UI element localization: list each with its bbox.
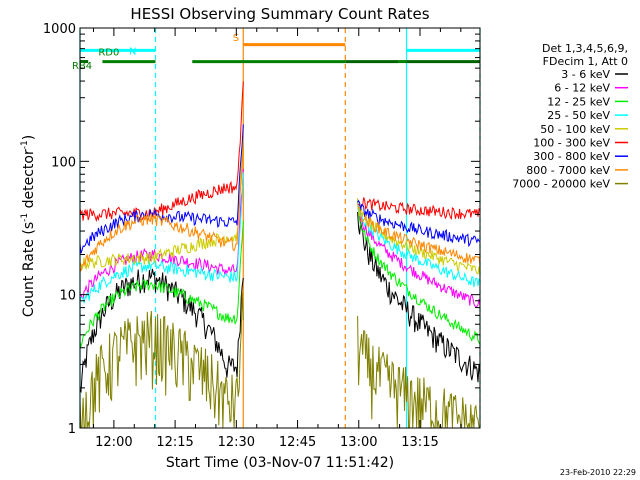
event-markers (79, 28, 481, 428)
series-lines (79, 81, 481, 429)
series-line (357, 211, 481, 383)
flag-label-rb4: RB4 (72, 61, 92, 72)
legend-label: 12 - 25 keV (547, 95, 610, 108)
y-axis-label: Count Rate (s-1 detector-1) (20, 135, 37, 317)
legend-label: 100 - 300 keV (533, 137, 610, 150)
chart-title: HESSI Observing Summary Count Rates (130, 5, 429, 23)
y-tick-label: 100 (51, 155, 76, 170)
x-tick-label: 12:45 (279, 435, 316, 450)
legend-label: 800 - 7000 keV (526, 164, 610, 177)
plot-frame (79, 27, 481, 429)
x-tick-label: 13:15 (401, 435, 438, 450)
x-tick-label: 12:00 (95, 435, 132, 450)
series-line (79, 138, 244, 271)
legend-header: Det 1,3,4,5,6,9, (542, 42, 628, 55)
x-tick-label: 12:15 (156, 435, 193, 450)
series-line (357, 197, 481, 220)
legend-label: 300 - 800 keV (533, 150, 610, 163)
series-line (357, 199, 481, 308)
series-line (79, 81, 244, 223)
legend-label: 6 - 12 keV (554, 82, 610, 95)
series-line (79, 220, 244, 348)
y-tick-label: 1000 (43, 22, 76, 37)
legend-header: FDecim 1, Att 0 (543, 55, 628, 68)
legend-label: 3 - 6 keV (561, 68, 610, 81)
flag-label-rd0: RD0 (98, 48, 119, 59)
y-tick-label: 1 (68, 422, 76, 437)
legend: Det 1,3,4,5,6,9,FDecim 1, Att 03 - 6 keV… (512, 42, 628, 191)
series-line (79, 291, 244, 429)
legend-label: 25 - 50 keV (547, 109, 610, 122)
legend-label: 50 - 100 keV (540, 123, 610, 136)
series-line (79, 172, 244, 304)
series-line (357, 200, 481, 288)
y-tick-label: 10 (59, 289, 76, 304)
flag-bars: N RD0 RB4 S (72, 33, 480, 72)
series-line (79, 124, 244, 254)
x-axis-label: Start Time (03-Nov-07 11:51:42) (166, 455, 394, 471)
flag-label-s: S (233, 33, 239, 44)
series-line (79, 147, 244, 272)
series-line (357, 206, 481, 267)
series-line (79, 268, 244, 394)
series-line (357, 200, 481, 345)
series-line (79, 168, 244, 300)
x-tick-label: 12:30 (218, 435, 255, 450)
footer-timestamp: 23-Feb-2010 22:29 (560, 468, 636, 477)
axes: 12:00 12:15 12:30 12:45 13:00 13:15 1 10 100 1000 (43, 22, 481, 450)
legend-label: 7000 - 20000 keV (512, 178, 610, 191)
flag-label-n: N (129, 46, 136, 57)
x-tick-label: 13:00 (340, 435, 377, 450)
